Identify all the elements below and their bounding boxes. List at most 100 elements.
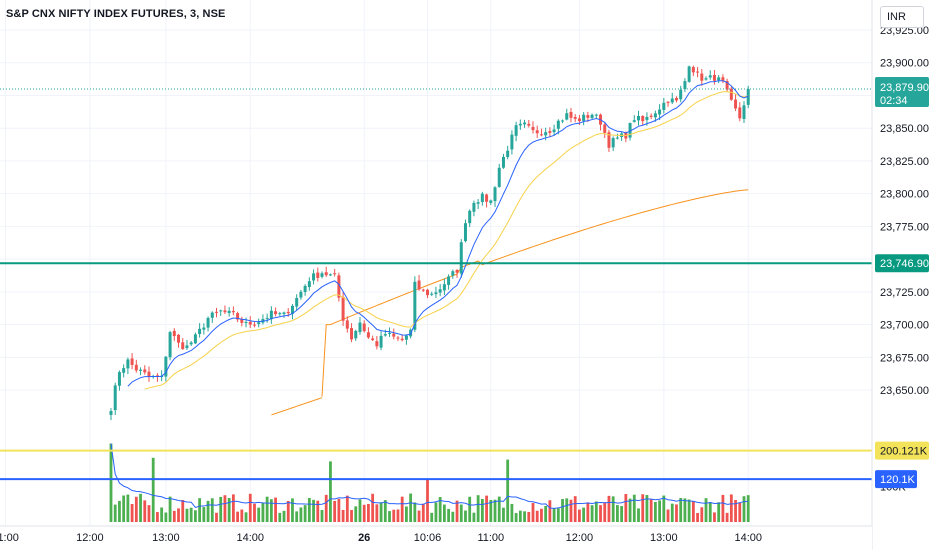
time-axis: 11:00 12:00 13:00 14:00 26 10:06 11:00 12:00 13:… — [0, 525, 872, 550]
candle-body — [645, 116, 649, 120]
volume-bar — [307, 497, 311, 522]
candle — [691, 65, 695, 76]
volume-bar — [181, 500, 185, 522]
candle-body — [172, 330, 176, 337]
volume-bar — [540, 508, 543, 522]
candle-body — [472, 202, 476, 212]
candle — [426, 288, 429, 299]
volume-bar — [590, 505, 594, 522]
candle-body — [316, 272, 320, 278]
currency-button[interactable]: INR — [880, 6, 924, 28]
volume-bar — [489, 499, 493, 522]
volume-bar — [670, 503, 674, 522]
candle — [366, 327, 370, 339]
candle-body — [236, 313, 240, 320]
candle — [236, 311, 240, 323]
candle — [371, 335, 375, 342]
volume-bar — [210, 498, 214, 522]
candle — [257, 318, 261, 328]
candle — [206, 316, 210, 332]
volume-bar — [628, 498, 632, 522]
time-axis-bg — [0, 526, 872, 550]
candle-body — [746, 89, 750, 105]
candle-body — [527, 123, 531, 126]
candle — [303, 284, 307, 296]
candle — [261, 314, 265, 325]
candle — [565, 108, 569, 121]
volume-bar — [455, 500, 459, 522]
candle — [510, 130, 514, 155]
candle — [485, 193, 489, 208]
candle-body — [544, 132, 548, 136]
volume-bar — [687, 499, 691, 522]
price-tick-label: 23,925.00 — [880, 25, 929, 37]
candle-body — [569, 112, 573, 118]
candle — [345, 316, 349, 333]
volume-bar — [442, 504, 446, 522]
candle-body — [134, 364, 138, 371]
candle — [252, 321, 256, 328]
candle-body — [231, 311, 235, 313]
volume-bar — [586, 502, 590, 522]
candle-body — [485, 194, 489, 202]
volume-bar — [510, 503, 514, 522]
volume-bar — [379, 502, 383, 522]
volume-bar — [185, 508, 189, 522]
candle-body — [628, 123, 632, 138]
candle-body — [556, 120, 560, 129]
candle-body — [417, 280, 421, 290]
candle-body — [734, 99, 738, 109]
price-tick-label: 23,850.00 — [880, 123, 929, 135]
volume-bar — [561, 499, 564, 522]
volume-bar — [396, 509, 400, 522]
volume-bar — [341, 509, 345, 522]
candle-body — [177, 334, 181, 343]
volume-bar — [607, 495, 611, 522]
volume-bar — [206, 500, 210, 522]
volume-bar — [383, 500, 387, 522]
candle-body — [185, 345, 189, 349]
candle-body — [400, 338, 404, 341]
candle — [274, 307, 278, 317]
volume-bar — [658, 500, 661, 522]
candle — [168, 330, 172, 361]
candle — [738, 102, 742, 122]
candle-body — [653, 113, 657, 118]
candle — [476, 199, 480, 210]
moving-averages — [127, 80, 749, 390]
candle-body — [637, 116, 640, 121]
candle — [615, 133, 619, 140]
volume-bar — [675, 504, 678, 522]
volume-bar — [565, 498, 569, 522]
volume-bar — [151, 457, 155, 522]
candle — [117, 370, 121, 391]
candle — [489, 199, 493, 206]
candle — [358, 317, 362, 335]
candle-body — [295, 297, 299, 307]
candle — [708, 70, 712, 80]
time-tick-label: 13:00 — [650, 532, 678, 544]
candle-body — [379, 335, 383, 348]
candle — [552, 124, 556, 136]
candle-body — [573, 117, 577, 119]
volume-bar — [679, 497, 683, 522]
candle — [328, 273, 332, 276]
candle — [248, 316, 252, 328]
price-tick-label: 23,725.00 — [880, 287, 929, 299]
volume-bar — [451, 511, 455, 522]
candle — [316, 267, 320, 282]
time-tick-label: 13:00 — [152, 532, 180, 544]
candle-body — [700, 73, 704, 81]
candle-body — [337, 275, 341, 298]
volume-bar — [438, 497, 442, 522]
volume-bar — [143, 500, 147, 522]
candle — [350, 323, 354, 343]
time-tick-label: 12:00 — [566, 532, 594, 544]
price-axis: 23,925.0023,900.0023,875.0023,850.0023,8… — [871, 0, 932, 550]
volume-bar — [261, 502, 265, 522]
time-tick-label: 26 — [358, 532, 370, 544]
volume-bar — [468, 496, 472, 522]
candle — [641, 115, 645, 126]
volume-bar — [649, 499, 653, 522]
